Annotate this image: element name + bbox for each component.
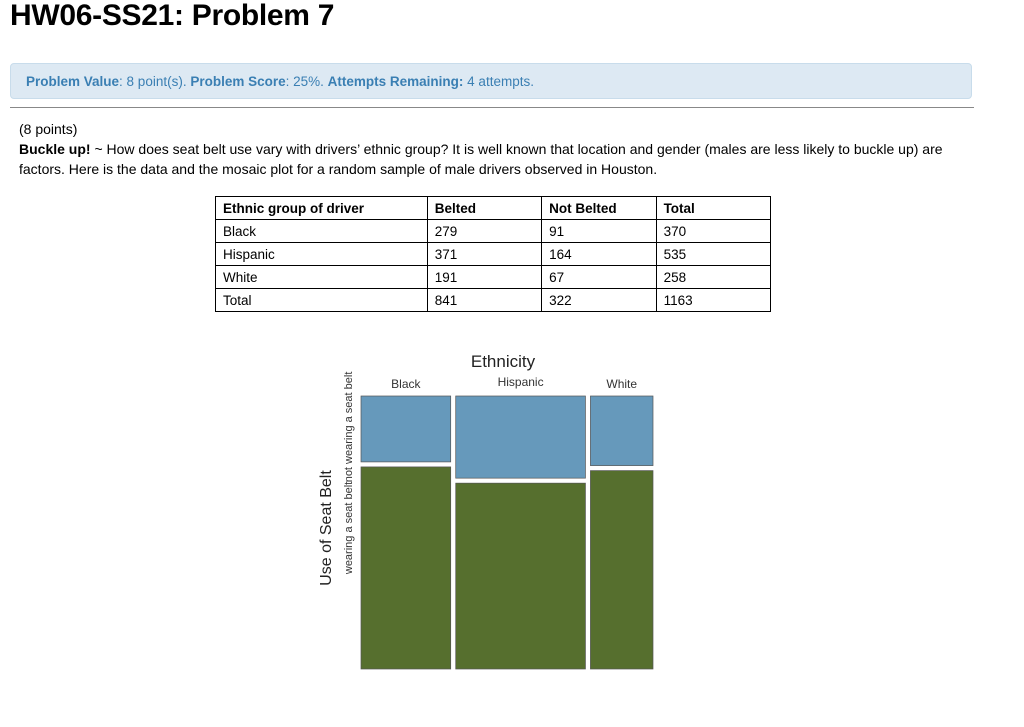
attempts-remaining-text: 4 attempts. [463, 74, 534, 89]
table-cell: 279 [426, 219, 543, 243]
table-header-cell: Total [655, 196, 772, 220]
mosaic-tile-not-belted [360, 395, 452, 463]
problem-value-label: Problem Value [26, 74, 120, 89]
row-label-belted: wearing a seat belt [343, 482, 355, 575]
table-cell: 91 [541, 219, 657, 243]
table-cell: 191 [426, 265, 543, 289]
table-cell: White [215, 265, 428, 289]
table-row: White 191 67 258 [215, 265, 772, 289]
problem-value-text: : 8 point(s). [119, 74, 191, 89]
table-cell: 1163 [655, 288, 772, 312]
table-cell: 535 [655, 242, 772, 266]
problem-heading: Buckle up! [19, 141, 91, 157]
table-header-cell: Belted [426, 196, 543, 220]
table-cell: 164 [541, 242, 657, 266]
page-title: HW06-SS21: Problem 7 [10, 0, 335, 32]
problem-score-label: Problem Score [190, 74, 286, 89]
x-category-label: White [606, 377, 637, 391]
x-category-label: Black [391, 377, 421, 391]
problem-points: (8 points) [19, 121, 78, 137]
y-axis-title: Use of Seat Belt [318, 470, 335, 586]
table-header-cell: Not Belted [541, 196, 657, 220]
data-table: Ethnic group of driver Belted Not Belted… [215, 196, 772, 312]
table-cell: Total [215, 288, 428, 312]
x-category-label: Hispanic [498, 375, 544, 389]
table-cell: 67 [541, 265, 657, 289]
chart-title: Ethnicity [471, 352, 536, 371]
problem-info-bar: Problem Value: 8 point(s). Problem Score… [10, 63, 972, 99]
table-header-row: Ethnic group of driver Belted Not Belted… [215, 196, 772, 220]
problem-text: (8 points) Buckle up! ~ How does seat be… [19, 119, 969, 179]
table-cell: 371 [426, 242, 543, 266]
table-row: Black 279 91 370 [215, 219, 772, 243]
table-row: Total 841 322 1163 [215, 288, 772, 312]
table-cell: Hispanic [215, 242, 428, 266]
problem-score-text: : 25%. [285, 74, 328, 89]
mosaic-tile-belted [590, 470, 654, 670]
mosaic-tile-belted [360, 466, 452, 670]
row-label-not-belted: not wearing a seat belt [343, 372, 355, 483]
divider [10, 107, 974, 108]
mosaic-tile-not-belted [590, 395, 654, 466]
table-cell: 841 [426, 288, 543, 312]
table-cell: 258 [655, 265, 772, 289]
table-header-cell: Ethnic group of driver [215, 196, 428, 220]
table-cell: Black [215, 219, 428, 243]
mosaic-plot: Ethnicity Black Hispanic White Use of Seat B… [318, 352, 654, 670]
mosaic-tile-not-belted [455, 395, 586, 479]
problem-statement: Buckle up! ~ How does seat belt use vary… [19, 139, 969, 179]
table-cell: 370 [655, 219, 772, 243]
problem-body: ~ How does seat belt use vary with drive… [19, 141, 943, 177]
mosaic-tile-belted [455, 482, 586, 670]
table-row: Hispanic 371 164 535 [215, 242, 772, 266]
attempts-remaining-label: Attempts Remaining: [327, 74, 464, 89]
table-cell: 322 [541, 288, 657, 312]
